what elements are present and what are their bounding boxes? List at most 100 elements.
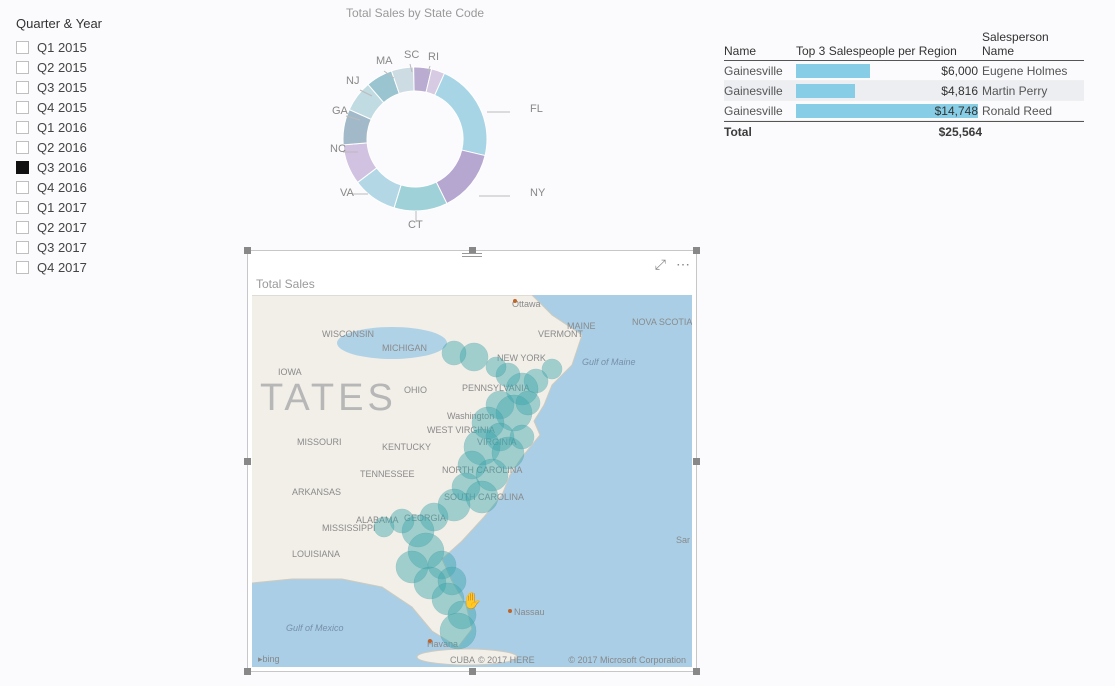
quarter-year-slicer: Quarter & Year Q1 2015Q2 2015Q3 2015Q4 2…: [16, 16, 146, 277]
map-attrib-here: © 2017 HERE: [478, 655, 535, 665]
salespeople-table[interactable]: Name Top 3 Salespeople per Region Salesp…: [724, 36, 1084, 142]
resize-handle[interactable]: [244, 668, 251, 675]
slicer-item[interactable]: Q1 2015: [16, 37, 146, 57]
donut-label: NC: [330, 143, 346, 155]
cell-name: Gainesville: [724, 104, 796, 118]
cell-salesperson: Martin Perry: [982, 84, 1084, 98]
table-total-row: Total $25,564: [724, 121, 1084, 142]
checkbox-icon[interactable]: [16, 241, 29, 254]
checkbox-icon[interactable]: [16, 161, 29, 174]
table-row[interactable]: Gainesville $6,000 Eugene Holmes: [724, 61, 1084, 81]
map-area[interactable]: OttawaMAINENOVA SCOTIAVERMONTWISCONSINMI…: [252, 295, 692, 667]
slicer-item[interactable]: Q3 2016: [16, 157, 146, 177]
slicer-item[interactable]: Q1 2016: [16, 117, 146, 137]
cell-name: Gainesville: [724, 64, 796, 78]
total-value: $25,564: [796, 125, 986, 139]
map-label: OHIO: [404, 385, 427, 395]
total-label: Total: [724, 125, 796, 139]
slicer-item-label: Q1 2016: [37, 120, 87, 135]
map-visual[interactable]: ⤢ ⋯ Total Sales OttawaMAINENOVA SCOTIAVE…: [247, 250, 697, 672]
map-bubble[interactable]: [374, 517, 394, 537]
map-label: KENTUCKY: [382, 442, 431, 452]
resize-handle[interactable]: [693, 668, 700, 675]
map-label: Gulf of Maine: [582, 357, 636, 367]
donut-label: CT: [408, 219, 423, 231]
map-bubble[interactable]: [440, 613, 476, 649]
donut-label: FL: [530, 103, 543, 115]
donut-label: NY: [530, 187, 546, 199]
map-label: VERMONT: [538, 329, 584, 339]
map-label: ARKANSAS: [292, 487, 341, 497]
donut-slice[interactable]: [436, 150, 485, 204]
map-label: MICHIGAN: [382, 343, 427, 353]
slicer-item[interactable]: Q3 2017: [16, 237, 146, 257]
checkbox-icon[interactable]: [16, 181, 29, 194]
map-label: TATES: [260, 377, 397, 419]
map-bubble[interactable]: [442, 341, 466, 365]
slicer-item[interactable]: Q2 2016: [16, 137, 146, 157]
checkbox-icon[interactable]: [16, 141, 29, 154]
resize-handle[interactable]: [693, 247, 700, 254]
map-label: NOVA SCOTIA: [632, 317, 692, 327]
resize-handle[interactable]: [244, 247, 251, 254]
map-bubble[interactable]: [516, 391, 540, 415]
checkbox-icon[interactable]: [16, 121, 29, 134]
focus-mode-icon[interactable]: ⤢: [655, 257, 666, 271]
resize-handle[interactable]: [469, 668, 476, 675]
cell-salesperson: Eugene Holmes: [982, 64, 1084, 78]
map-bubble[interactable]: [486, 357, 506, 377]
slicer-item[interactable]: Q3 2015: [16, 77, 146, 97]
map-label: Gulf of Mexico: [286, 623, 344, 633]
slicer-item[interactable]: Q1 2017: [16, 197, 146, 217]
checkbox-icon[interactable]: [16, 61, 29, 74]
checkbox-icon[interactable]: [16, 41, 29, 54]
donut-title: Total Sales by State Code: [250, 6, 580, 20]
donut-label: RI: [428, 51, 439, 63]
slicer-item[interactable]: Q2 2015: [16, 57, 146, 77]
donut-chart[interactable]: Total Sales by State Code FLNYCTVANCGANJ…: [250, 6, 580, 236]
col-header-top3: Top 3 Salespeople per Region: [796, 44, 982, 58]
cell-value: $4,816: [941, 84, 978, 98]
map-label: Nassau: [514, 607, 545, 617]
table-header: Name Top 3 Salespeople per Region Salesp…: [724, 36, 1084, 61]
checkbox-icon[interactable]: [16, 261, 29, 274]
map-title: Total Sales: [256, 277, 315, 291]
map-attrib-bing: ▸bing: [258, 654, 280, 665]
table-row[interactable]: Gainesville $14,748 Ronald Reed: [724, 101, 1084, 121]
map-label: MISSISSIPPI: [322, 523, 376, 533]
map-bubble[interactable]: [466, 481, 498, 513]
map-label: Sar: [676, 535, 690, 545]
slicer-item-label: Q3 2016: [37, 160, 87, 175]
slicer-item-label: Q4 2017: [37, 260, 87, 275]
resize-handle[interactable]: [244, 458, 251, 465]
col-header-name: Name: [724, 44, 796, 58]
resize-handle[interactable]: [693, 458, 700, 465]
checkbox-icon[interactable]: [16, 221, 29, 234]
cell-salesperson: Ronald Reed: [982, 104, 1084, 118]
drag-grip[interactable]: [462, 253, 482, 257]
slicer-item[interactable]: Q4 2017: [16, 257, 146, 277]
slicer-item[interactable]: Q4 2015: [16, 97, 146, 117]
donut-label: SC: [404, 49, 419, 61]
map-label: MISSOURI: [297, 437, 342, 447]
more-options-icon[interactable]: ⋯: [676, 257, 690, 271]
map-bubble[interactable]: [510, 425, 534, 449]
table-row[interactable]: Gainesville$4,816Martin Perry: [724, 81, 1084, 101]
map-label: CUBA: [450, 655, 475, 665]
bar-cell: $14,748: [796, 103, 982, 119]
slicer-item[interactable]: Q2 2017: [16, 217, 146, 237]
checkbox-icon[interactable]: [16, 81, 29, 94]
map-label: IOWA: [278, 367, 302, 377]
checkbox-icon[interactable]: [16, 201, 29, 214]
donut-label: NJ: [346, 75, 359, 87]
map-label: LOUISIANA: [292, 549, 340, 559]
donut-slice[interactable]: [435, 73, 487, 155]
checkbox-icon[interactable]: [16, 101, 29, 114]
slicer-item[interactable]: Q4 2016: [16, 177, 146, 197]
slicer-item-label: Q4 2015: [37, 100, 87, 115]
cell-value: $14,748: [935, 104, 978, 118]
slicer-item-label: Q1 2017: [37, 200, 87, 215]
donut-label: MA: [376, 55, 393, 67]
donut-label: VA: [340, 187, 355, 199]
cell-value: $6,000: [941, 64, 978, 78]
